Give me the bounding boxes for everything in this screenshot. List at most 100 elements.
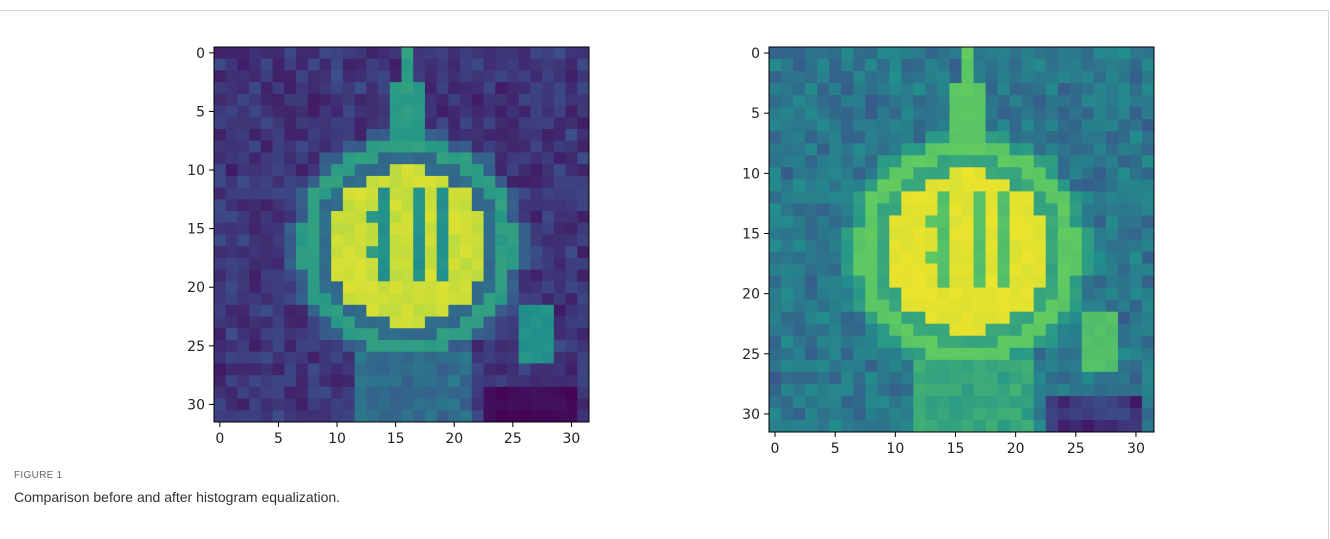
pixel — [985, 83, 999, 96]
pixel — [1117, 179, 1131, 192]
pixel — [1105, 47, 1119, 60]
pixel — [471, 339, 485, 353]
pixel — [272, 117, 285, 130]
pixel — [506, 375, 520, 388]
pixel — [925, 119, 938, 132]
pixel — [495, 363, 508, 376]
pixel — [1069, 59, 1083, 72]
pixel — [1141, 263, 1155, 277]
pixel — [829, 275, 842, 289]
pixel — [1045, 227, 1059, 240]
pixel — [889, 407, 902, 421]
pixel — [354, 293, 367, 306]
pixel — [1129, 323, 1143, 337]
pixel — [495, 58, 508, 71]
pixel — [366, 304, 379, 318]
pixel — [319, 211, 332, 224]
pixel — [961, 299, 975, 313]
pixel — [1057, 155, 1071, 168]
pixel — [1033, 407, 1047, 421]
pixel — [1141, 371, 1155, 385]
pixel — [518, 246, 531, 259]
pixel — [296, 105, 309, 118]
pixel — [354, 105, 367, 118]
pixel — [913, 131, 926, 144]
pixel — [366, 105, 379, 118]
pixel — [495, 269, 508, 282]
pixel — [436, 199, 449, 212]
pixel — [542, 58, 555, 71]
pixel — [877, 335, 890, 349]
pixel — [985, 383, 999, 397]
pixel — [889, 239, 902, 253]
pixel — [389, 222, 402, 235]
pixel — [401, 328, 414, 341]
pixel — [436, 293, 449, 306]
pixel — [913, 95, 926, 108]
pixel — [1021, 311, 1035, 325]
pixel — [1117, 275, 1131, 289]
pixel — [483, 257, 496, 271]
pixel — [284, 129, 297, 142]
pixel — [1117, 47, 1131, 60]
pixel — [805, 83, 818, 96]
pixel — [997, 83, 1011, 96]
pixel — [973, 59, 987, 72]
pixel — [793, 143, 806, 156]
pixel — [949, 83, 962, 96]
pixel — [354, 257, 367, 271]
pixel — [877, 275, 890, 289]
pixel — [781, 239, 794, 253]
pixel — [1069, 311, 1083, 325]
pixel — [1081, 155, 1095, 168]
pixel — [985, 299, 999, 313]
pixel — [961, 155, 975, 168]
pixel — [296, 398, 309, 411]
pixel — [495, 246, 508, 259]
pixel — [769, 407, 782, 421]
pixel — [913, 191, 926, 204]
pixel — [913, 287, 926, 301]
pixel — [1141, 323, 1155, 337]
pixel — [249, 386, 262, 400]
pixel — [1129, 119, 1143, 132]
pixel — [865, 215, 878, 228]
pixel — [448, 246, 461, 259]
pixel — [841, 299, 854, 313]
pixel — [1057, 227, 1071, 240]
pixel — [925, 131, 938, 144]
pixel — [889, 83, 902, 96]
pixel — [296, 175, 309, 189]
pixel — [483, 140, 496, 153]
pixel — [530, 164, 543, 177]
pixel — [389, 93, 402, 107]
pixel — [949, 215, 962, 228]
pixel — [577, 222, 590, 235]
pixel — [1021, 71, 1035, 84]
pixel — [997, 299, 1011, 313]
pixel — [319, 293, 332, 306]
pixel — [214, 375, 227, 388]
pixel — [925, 251, 938, 265]
pixel — [781, 167, 794, 180]
pixel — [829, 71, 842, 84]
pixel — [793, 59, 806, 72]
pixel — [565, 82, 578, 95]
pixel — [354, 304, 367, 318]
pixel — [530, 187, 543, 200]
pixel — [506, 351, 520, 364]
pixel — [937, 191, 950, 204]
pixel — [214, 304, 227, 318]
pixel — [518, 281, 531, 294]
pixel — [401, 129, 414, 142]
pixel — [925, 59, 938, 72]
x-tick-label: 15 — [387, 431, 405, 447]
pixel — [793, 287, 806, 301]
pixel — [518, 164, 531, 177]
pixel — [542, 339, 555, 353]
pixel — [769, 263, 782, 277]
pixel — [913, 155, 926, 168]
pixel — [366, 140, 379, 153]
pixel — [985, 59, 999, 72]
pixel — [483, 175, 496, 189]
